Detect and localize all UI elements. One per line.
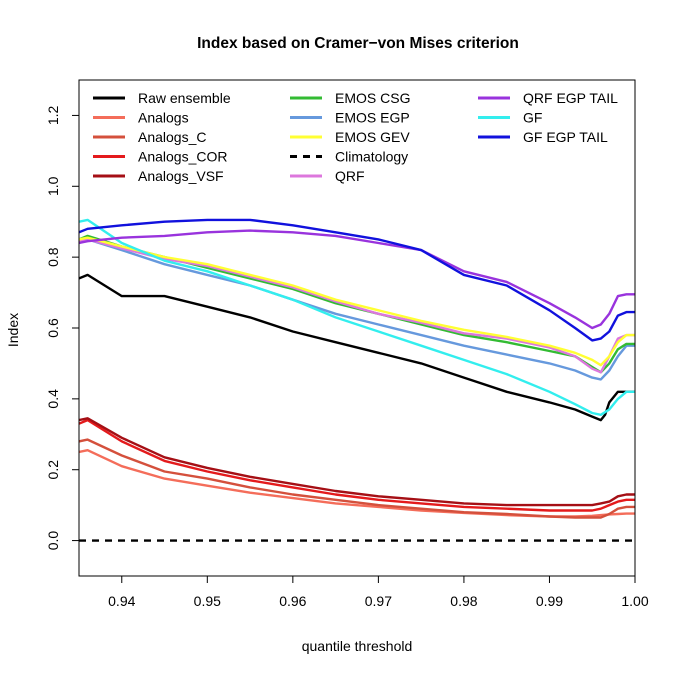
legend-label-analogs-c: Analogs_C <box>138 129 207 145</box>
chart-title: Index based on Cramer−von Mises criterio… <box>197 35 519 52</box>
legend-label-climatology: Climatology <box>335 149 408 165</box>
legend-label-qrf-egp-tail: QRF EGP TAIL <box>523 90 618 106</box>
legend-label-emos-egp: EMOS EGP <box>335 110 410 126</box>
series-line-emos-egp <box>79 238 635 381</box>
series-line-qrf-egp-tail <box>79 229 635 330</box>
y-axis-label: Index <box>5 313 21 347</box>
y-tick-label: 0.0 <box>45 531 61 551</box>
series-line-emos-gev <box>79 236 635 367</box>
x-axis-label: quantile threshold <box>302 638 413 654</box>
legend-label-gf: GF <box>523 110 542 126</box>
x-tick-label: 0.99 <box>536 593 563 609</box>
y-tick-label: 0.4 <box>45 389 61 409</box>
y-tick-label: 0.6 <box>45 318 61 338</box>
x-tick-label: 0.97 <box>365 593 392 609</box>
series-line-gf-egp-tail <box>79 218 635 342</box>
legend-label-analogs-vsf: Analogs_VSF <box>138 168 224 184</box>
series-line-analogs-c <box>79 438 635 519</box>
legend-label-analogs-cor: Analogs_COR <box>138 149 228 165</box>
series-layer <box>79 218 635 542</box>
y-tick-label: 0.8 <box>45 247 61 267</box>
series-line-raw-ensemble <box>79 273 635 422</box>
y-tick-label: 0.2 <box>45 460 61 480</box>
legend-label-emos-csg: EMOS CSG <box>335 90 410 106</box>
legend-label-raw-ensemble: Raw ensemble <box>138 90 231 106</box>
x-tick-label: 0.95 <box>194 593 221 609</box>
legend-label-qrf: QRF <box>335 168 365 184</box>
series-line-analogs-vsf <box>79 417 635 507</box>
legend-label-analogs: Analogs <box>138 110 189 126</box>
y-tick-label: 1.2 <box>45 105 61 125</box>
x-tick-label: 0.94 <box>108 593 135 609</box>
series-line-analogs-cor <box>79 418 635 512</box>
series-line-gf <box>79 218 635 416</box>
x-tick-label: 1.00 <box>621 593 648 609</box>
y-tick-label: 1.0 <box>45 176 61 196</box>
x-tick-label: 0.96 <box>279 593 306 609</box>
legend-label-gf-egp-tail: GF EGP TAIL <box>523 129 608 145</box>
legend: Raw ensemble Analogs Analogs_C Analogs_COR A… <box>93 90 618 184</box>
legend-label-emos-gev: EMOS GEV <box>335 129 410 145</box>
x-tick-label: 0.98 <box>450 593 477 609</box>
axes-layer: 0.94 0.95 0.96 0.97 0.98 0.99 1.00 0.0 0.2 0.4 0.6… <box>45 79 649 609</box>
